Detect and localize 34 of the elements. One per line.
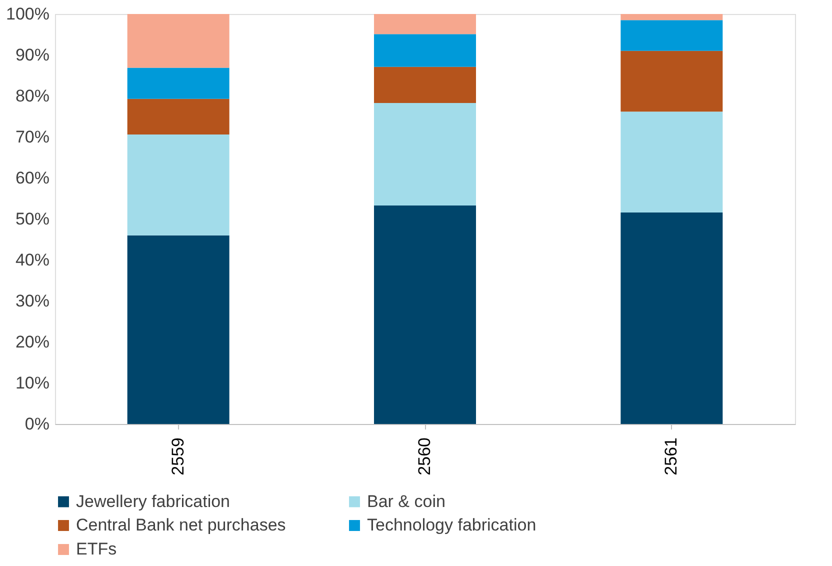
legend-label: ETFs — [76, 540, 117, 558]
y-tick-label: 10% — [15, 374, 50, 392]
bar — [374, 205, 476, 424]
bar — [620, 14, 723, 20]
y-tick-label: 100% — [6, 4, 50, 24]
bar — [127, 98, 230, 135]
y-tick-label: 80% — [15, 86, 50, 106]
bar — [620, 112, 723, 212]
x-tick-label: 2559 — [168, 438, 188, 476]
x-tick-label: 2560 — [415, 438, 434, 476]
y-tick-label: 0% — [24, 414, 50, 434]
legend-label: Jewellery fabrication — [76, 492, 230, 511]
legend-label: Central Bank net purchases — [76, 516, 286, 534]
legend-label: Bar & coin — [367, 492, 446, 511]
bar — [620, 212, 723, 424]
bar — [127, 134, 230, 236]
bar — [127, 235, 230, 424]
y-tick-label: 60% — [15, 168, 50, 188]
y-tick-label: 90% — [15, 46, 50, 64]
y-tick-label: 50% — [15, 210, 50, 228]
y-tick-label: 20% — [15, 332, 50, 352]
bar — [374, 102, 476, 206]
bar — [620, 50, 723, 112]
x-tick-label: 2561 — [662, 438, 681, 476]
bar — [374, 14, 476, 34]
bar — [374, 34, 476, 67]
legend-label: Technology fabrication — [367, 516, 536, 534]
bar — [374, 66, 476, 103]
y-tick-label: 70% — [15, 128, 50, 146]
bar — [127, 68, 230, 99]
y-tick-label: 30% — [15, 292, 50, 310]
y-tick-label: 40% — [15, 250, 50, 270]
bar — [620, 20, 723, 51]
bar — [127, 14, 230, 68]
